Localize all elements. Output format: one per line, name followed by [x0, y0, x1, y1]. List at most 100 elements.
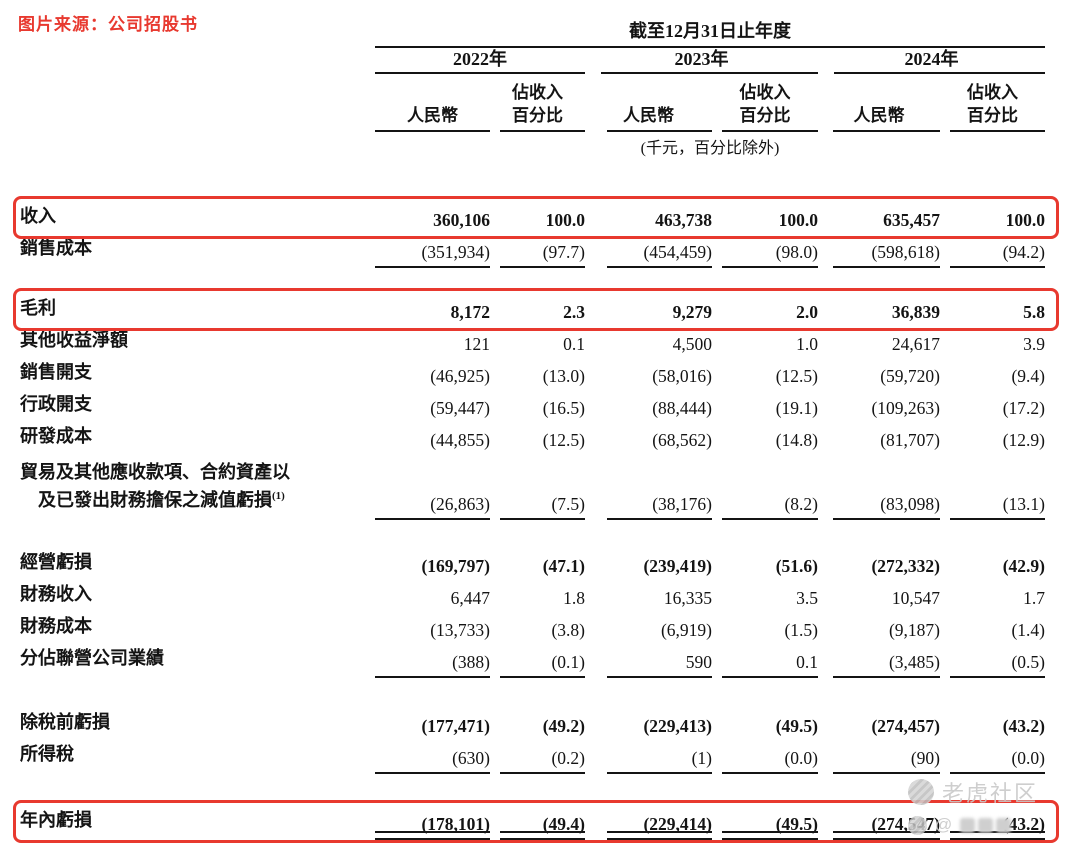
table-body: 收入 360,106 100.0 463,738 100.0 635,457 100.0 銷售…: [13, 196, 1059, 843]
cell-value: 16,335: [663, 588, 712, 608]
col-header-rmb-2022: 人民幣: [375, 105, 490, 132]
unit-note-row: (千元，百分比除外): [20, 132, 1045, 162]
row-label: 銷售開支: [20, 362, 92, 383]
cell-value: 360,106: [433, 210, 490, 230]
cell-value: (7.5): [490, 494, 585, 520]
cell-value: 0.1: [563, 334, 585, 354]
cell-value: (68,562): [652, 430, 712, 450]
cell-value: (598,618): [818, 242, 940, 268]
cell-value: (49.5): [712, 814, 818, 840]
table-row: 所得稅 (630) (0.2) (1) (0.0) (90) (0.0): [20, 742, 1045, 774]
row-label: 銷售成本: [20, 238, 92, 259]
table-row: 其他收益淨額 121 0.1 4,500 1.0 24,617 3.9: [20, 328, 1045, 360]
watermark-handle-prefix: @: [935, 815, 953, 834]
cell-value: (98.0): [712, 242, 818, 268]
table-row: 年內虧損 (178,101) (49.4) (229,414) (49.5) (274,5…: [13, 800, 1059, 843]
cell-value: (59,720): [880, 366, 940, 386]
cell-value: 100.0: [1005, 210, 1045, 230]
cell-value: (58,016): [652, 366, 712, 386]
cell-value: 2.0: [796, 302, 818, 322]
cell-value: (88,444): [652, 398, 712, 418]
cell-value: (1): [585, 748, 712, 774]
cell-value: (388): [375, 652, 490, 678]
cell-value: 635,457: [883, 210, 940, 230]
tiger-logo-icon: [908, 779, 934, 805]
cell-value: (16.5): [542, 398, 585, 418]
cell-value: (38,176): [585, 494, 712, 520]
section-gap: [20, 678, 1045, 710]
cell-value: (9,187): [888, 620, 940, 640]
cell-value: (43.2): [1002, 716, 1045, 736]
section-gap: [20, 774, 1045, 802]
column-header-row: 人民幣 佔收入 百分比 人民幣 佔收入 百分比 人民幣 佔收入 百分比: [20, 74, 1045, 132]
cell-value: (83,098): [818, 494, 940, 520]
cell-value: (169,797): [421, 556, 490, 576]
cell-value: (12.5): [775, 366, 818, 386]
cell-value: (19.1): [775, 398, 818, 418]
label-column-spacer: [20, 43, 375, 48]
cell-value: (8.2): [712, 494, 818, 520]
cell-value: (17.2): [1002, 398, 1045, 418]
year-header-row: 2022年 2023年 2024年: [20, 48, 1045, 74]
cell-value: (0.0): [712, 748, 818, 774]
cell-value: (59,447): [430, 398, 490, 418]
cell-value: (13.0): [542, 366, 585, 386]
cell-value: 1.0: [796, 334, 818, 354]
col-header-pct-2023: 佔收入 百分比: [712, 82, 818, 132]
cell-value: (177,471): [421, 716, 490, 736]
cell-value: (46,925): [430, 366, 490, 386]
table-row: 分佔聯營公司業績 (388) (0.1) 590 0.1 (3,485) (0.5): [20, 646, 1045, 678]
col-header-pct-line2: 百分比: [967, 106, 1018, 126]
cell-value: (3.8): [551, 620, 585, 640]
cell-value: (12.9): [1002, 430, 1045, 450]
col-header-pct-line2: 百分比: [512, 106, 563, 126]
col-header-pct-line1: 佔收入: [967, 83, 1018, 103]
cell-value: 10,547: [891, 588, 940, 608]
cell-value: 2.3: [563, 302, 585, 322]
label-column-spacer: [20, 127, 375, 132]
section-gap: [20, 520, 1045, 550]
cell-value: (274,457): [871, 716, 940, 736]
cell-value: (0.1): [490, 652, 585, 678]
cell-value: (630): [375, 748, 490, 774]
cell-value: (1.5): [784, 620, 818, 640]
cell-value: (51.6): [775, 556, 818, 576]
col-header-pct-2022: 佔收入 百分比: [490, 82, 585, 132]
row-label: 分佔聯營公司業績: [20, 648, 164, 669]
table-row: 銷售成本 (351,934) (97.7) (454,459) (98.0) (598,6…: [20, 236, 1045, 268]
period-header-row: 截至12月31日止年度: [20, 18, 1045, 48]
cell-value: 24,617: [891, 334, 940, 354]
col-header-pct-2024: 佔收入 百分比: [940, 82, 1045, 132]
cell-value: 590: [585, 652, 712, 678]
table-row: 研發成本 (44,855) (12.5) (68,562) (14.8) (81,707)…: [20, 424, 1045, 456]
cell-value: 4,500: [672, 334, 712, 354]
row-label: 經營虧損: [20, 552, 92, 573]
col-header-rmb-2023: 人民幣: [585, 105, 712, 132]
cell-value: (6,919): [660, 620, 712, 640]
row-label: 除稅前虧損: [20, 712, 110, 733]
table-row: 財務成本 (13,733) (3.8) (6,919) (1.5) (9,187) (1.4…: [20, 614, 1045, 646]
cell-value: (229,414): [585, 814, 712, 840]
period-header: 截至12月31日止年度: [375, 17, 1045, 48]
cell-value: (0.2): [490, 748, 585, 774]
cell-value: (97.7): [490, 242, 585, 268]
watermark-brand-row: 老虎社区: [908, 776, 1038, 808]
cell-value: (272,332): [871, 556, 940, 576]
cell-value: 121: [463, 334, 490, 354]
row-label: 貿易及其他應收款項、合約資產以 及已發出財務擔保之減值虧損(1): [20, 462, 290, 511]
row-label: 年內虧損: [20, 810, 92, 831]
table-row: 行政開支 (59,447) (16.5) (88,444) (19.1) (109,263…: [20, 392, 1045, 424]
cell-value: 36,839: [891, 302, 940, 322]
cell-value: 8,172: [450, 302, 490, 322]
col-header-rmb-2024: 人民幣: [818, 105, 940, 132]
cell-value: (49.2): [542, 716, 585, 736]
row-label: 研發成本: [20, 426, 92, 447]
cell-value: (178,101): [375, 814, 490, 840]
cell-value: 100.0: [545, 210, 585, 230]
cell-value: (90): [818, 748, 940, 774]
watermark: 老虎社区 @: [908, 776, 1038, 835]
cell-value: (94.2): [940, 242, 1045, 268]
cell-value: (3,485): [818, 652, 940, 678]
table-row: 財務收入 6,447 1.8 16,335 3.5 10,547 1.7: [20, 582, 1045, 614]
label-column-spacer: [20, 69, 375, 74]
